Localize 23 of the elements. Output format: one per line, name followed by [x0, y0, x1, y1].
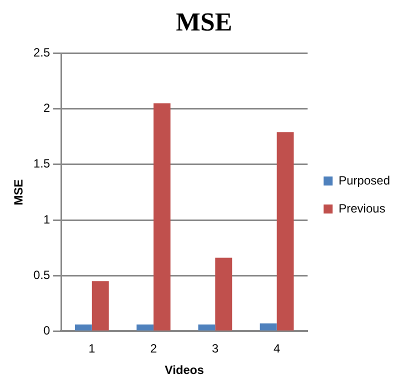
bar	[92, 281, 109, 330]
x-tick-label: 2	[150, 342, 158, 356]
bar	[276, 132, 294, 330]
bar	[136, 324, 154, 330]
y-tick-label: 2.5	[33, 46, 50, 60]
x-tick-label: 1	[88, 342, 96, 356]
chart-title: MSE	[176, 7, 232, 36]
x-tick-label: 4	[273, 342, 280, 356]
y-tick-label: 1.5	[33, 156, 50, 171]
y-axis-title: MSE	[12, 179, 26, 206]
y-tick-label: 0.5	[33, 268, 50, 282]
bar	[154, 103, 170, 330]
bar	[198, 324, 216, 330]
legend-label: Purposed	[338, 173, 390, 188]
legend-label: Previous	[338, 201, 386, 216]
bar	[260, 323, 277, 330]
y-tick-label: 2	[43, 101, 50, 116]
x-tick-label: 3	[212, 342, 219, 356]
bar	[215, 258, 232, 330]
y-tick-label: 1	[43, 212, 50, 226]
y-tick-label: 0	[43, 324, 50, 338]
bar	[74, 324, 92, 330]
x-axis-title: Videos	[164, 363, 204, 378]
